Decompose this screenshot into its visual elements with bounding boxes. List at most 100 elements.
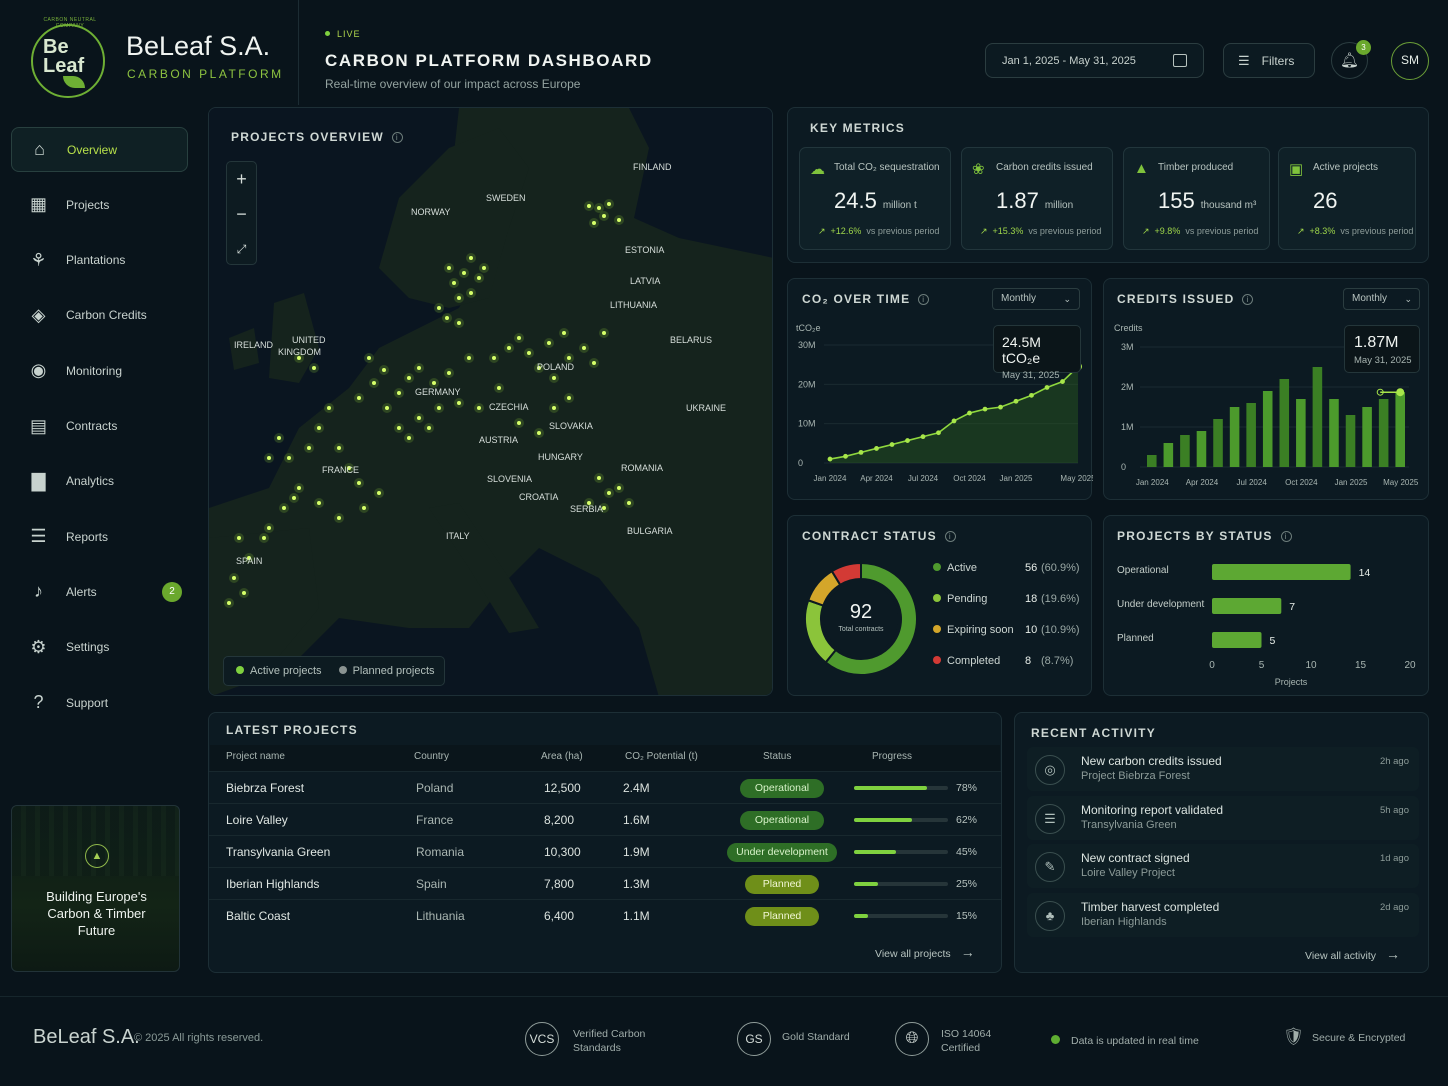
sidebar-item-monitoring[interactable]: ◉ Monitoring — [11, 348, 188, 393]
project-marker[interactable] — [397, 426, 401, 430]
cell-project-name[interactable]: Transylvania Green — [226, 845, 331, 859]
project-marker[interactable] — [307, 446, 311, 450]
table-row[interactable]: Baltic Coast Lithuania 6,400 1.1M Planned 15% — [209, 899, 1001, 931]
project-marker[interactable] — [447, 371, 451, 375]
info-icon[interactable]: i — [1280, 531, 1292, 542]
sidebar-item-overview[interactable]: ⌂ Overview — [11, 127, 188, 172]
cell-project-name[interactable]: Biebrza Forest — [226, 781, 305, 795]
activity-item[interactable]: ☰ Monitoring report validated Transylvania… — [1027, 795, 1419, 840]
credits-bar[interactable] — [1362, 407, 1372, 467]
project-marker[interactable] — [457, 321, 461, 325]
europe-map[interactable]: FINLAND SWEDEN NORWAY ESTONIA LATVIA LITHUANI… — [209, 108, 773, 696]
notifications-button[interactable]: 🔔︎ 3 — [1331, 40, 1371, 79]
project-marker[interactable] — [477, 276, 481, 280]
project-marker[interactable] — [277, 436, 281, 440]
project-marker[interactable] — [357, 481, 361, 485]
project-marker[interactable] — [347, 466, 351, 470]
project-marker[interactable] — [447, 266, 451, 270]
co2-point[interactable] — [1029, 392, 1034, 398]
table-row[interactable]: Loire Valley France 8,200 1.6M Operational 62… — [209, 803, 1001, 835]
project-marker[interactable] — [407, 376, 411, 380]
info-icon[interactable]: i — [391, 132, 403, 143]
project-marker[interactable] — [627, 501, 631, 505]
table-column-header[interactable]: Project name — [226, 751, 285, 762]
project-marker[interactable] — [232, 576, 236, 580]
co2-point[interactable] — [889, 442, 895, 447]
project-marker[interactable] — [427, 426, 431, 430]
project-marker[interactable] — [445, 316, 449, 320]
project-marker[interactable] — [482, 266, 486, 270]
user-avatar[interactable]: SM — [1391, 42, 1429, 80]
project-marker[interactable] — [242, 591, 246, 595]
metric-card[interactable]: ❀ Carbon credits issued 1.87 million ↗ +15.3%… — [961, 147, 1113, 250]
co2-point[interactable] — [936, 430, 941, 436]
sidebar-item-contracts[interactable]: ▤ Contracts — [11, 404, 188, 449]
project-marker[interactable] — [567, 356, 571, 360]
project-marker[interactable] — [567, 396, 571, 400]
project-marker[interactable] — [417, 366, 421, 370]
co2-point[interactable] — [982, 406, 988, 412]
credits-bar[interactable] — [1262, 391, 1273, 467]
project-marker[interactable] — [517, 336, 521, 340]
credits-bar[interactable] — [1196, 431, 1207, 467]
project-marker[interactable] — [602, 506, 606, 510]
project-marker[interactable] — [587, 204, 591, 208]
credits-bar[interactable] — [1279, 379, 1290, 467]
project-marker[interactable] — [469, 291, 473, 295]
table-row[interactable]: Iberian Highlands Spain 7,800 1.3M Planned 25… — [209, 867, 1001, 899]
project-marker[interactable] — [267, 456, 271, 460]
sidebar-item-support[interactable]: ? Support — [11, 680, 188, 725]
promo-card[interactable]: ▲ Building Europe's Carbon & Timber Futu… — [11, 805, 180, 972]
metric-card[interactable]: ▲ Timber produced 155 thousand m³ ↗ +9.8% vs p… — [1123, 147, 1270, 250]
donut-slice-active[interactable] — [824, 561, 918, 676]
project-marker[interactable] — [432, 381, 436, 385]
project-marker[interactable] — [562, 331, 566, 335]
project-marker[interactable] — [407, 436, 411, 440]
co2-point[interactable] — [858, 449, 864, 455]
project-marker[interactable] — [497, 386, 501, 390]
project-marker[interactable] — [457, 401, 461, 405]
project-marker[interactable] — [337, 516, 341, 520]
project-marker[interactable] — [397, 391, 401, 395]
activity-item[interactable]: ◎ New carbon credits issued Project Biebrz… — [1027, 747, 1419, 791]
credits-bar[interactable] — [1329, 399, 1339, 467]
project-marker[interactable] — [372, 381, 376, 385]
project-marker[interactable] — [617, 486, 621, 490]
project-marker[interactable] — [527, 351, 531, 355]
zoom-in-icon[interactable]: + — [236, 169, 247, 189]
project-marker[interactable] — [587, 501, 591, 505]
info-icon[interactable]: i — [1242, 294, 1254, 305]
credits-bar[interactable] — [1378, 399, 1389, 467]
project-marker[interactable] — [267, 526, 271, 530]
project-marker[interactable] — [492, 356, 496, 360]
project-marker[interactable] — [377, 491, 381, 495]
credits-bar[interactable] — [1246, 403, 1256, 467]
project-marker[interactable] — [297, 486, 301, 490]
credits-bar[interactable] — [1395, 392, 1405, 467]
project-marker[interactable] — [552, 406, 556, 410]
credits-bar[interactable] — [1147, 455, 1157, 467]
project-marker[interactable] — [582, 346, 586, 350]
project-marker[interactable] — [617, 218, 621, 222]
table-column-header[interactable]: Country — [414, 751, 450, 762]
activity-item[interactable]: ♣ Timber harvest completed Iberian Highlan… — [1027, 892, 1419, 937]
co2-point[interactable] — [874, 446, 879, 451]
project-marker[interactable] — [312, 366, 316, 370]
sidebar-item-carbon-credits[interactable]: ◈ Carbon Credits — [11, 293, 188, 338]
co2-point[interactable] — [920, 434, 926, 440]
view-all-projects-link[interactable]: View all projects → — [875, 944, 975, 960]
project-marker[interactable] — [517, 421, 521, 425]
project-marker[interactable] — [237, 536, 241, 540]
project-marker[interactable] — [317, 501, 321, 505]
info-icon[interactable]: i — [944, 531, 956, 542]
project-marker[interactable] — [417, 416, 421, 420]
credits-bar[interactable] — [1345, 415, 1356, 467]
project-marker[interactable] — [537, 366, 541, 370]
project-marker[interactable] — [382, 368, 386, 372]
sidebar-item-analytics[interactable]: ▇ Analytics — [11, 459, 188, 504]
project-marker[interactable] — [462, 271, 466, 275]
project-marker[interactable] — [362, 506, 366, 510]
fullscreen-icon[interactable]: ⤢ — [236, 242, 247, 256]
filters-button[interactable]: ☰ Filters — [1223, 43, 1315, 78]
project-marker[interactable] — [437, 406, 441, 410]
